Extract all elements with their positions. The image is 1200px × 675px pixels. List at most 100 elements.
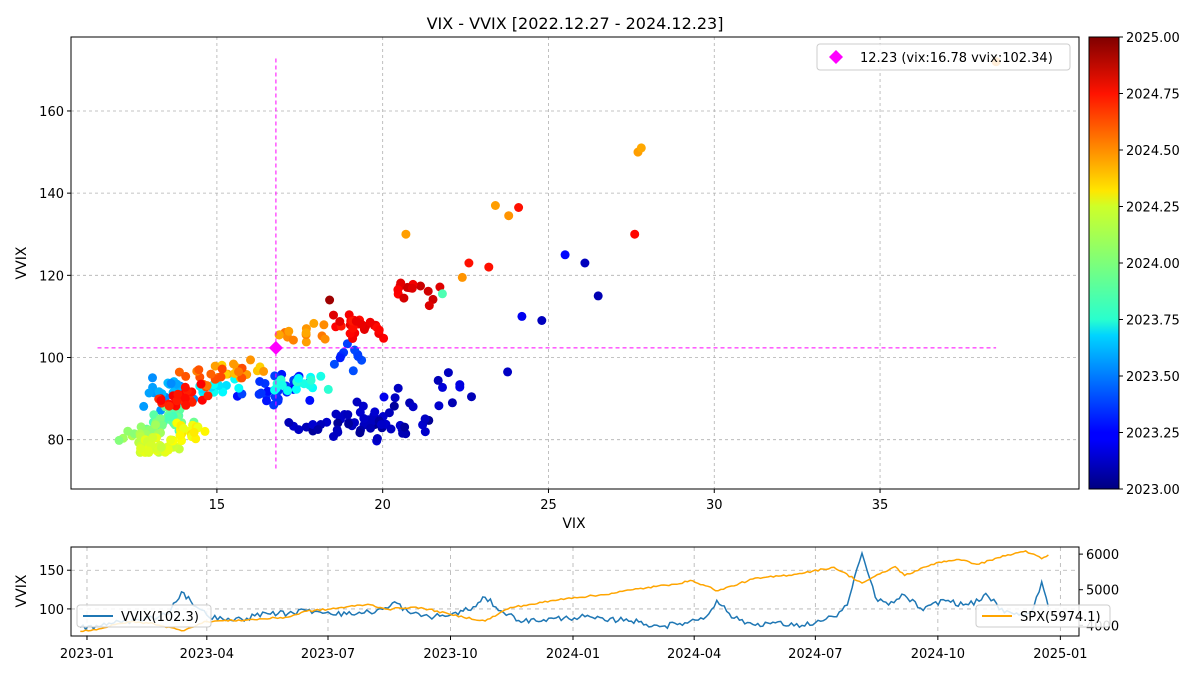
sub-x-axis-ticks: 2023-01 2023-04 2023-07 2023-10 2024-01 2024-… [60,636,1088,662]
scatter-point [181,400,191,410]
y-tick-label: 80 [47,434,64,449]
scatter-point [401,229,411,239]
x-axis-label: VIX [562,516,586,532]
scatter-point [408,402,418,412]
scatter-point [335,317,345,326]
scatter-point [139,401,149,411]
sub-x-tick-label: 2023-10 [423,647,477,662]
colorbar-tick-label: 2023.75 [1126,314,1180,329]
x-tick-label: 35 [872,498,889,513]
sub-series-lines [79,550,1050,633]
scatter-point [400,422,410,432]
scatter-point [365,317,375,327]
sub-x-tick-label: 2024-01 [546,647,600,662]
main-grid [71,37,1079,489]
scatter-point [114,435,124,445]
scatter-point [503,367,513,377]
scatter-point [144,388,154,398]
scatter-point [136,444,146,453]
vvix-legend-label: VVIX(102.3) [121,610,199,625]
scatter-point [316,371,326,381]
scatter-point [151,420,160,430]
scatter-point [277,380,287,390]
scatter-point [164,401,174,411]
x-tick-label: 30 [706,498,723,513]
colorbar-ticks: 2023.00 2023.25 2023.50 2023.75 2024.00 2024.… [1119,31,1180,498]
scatter-point [437,289,447,299]
sub-x-tick-label: 2023-04 [180,647,234,662]
scatter-point [148,433,158,442]
colorbar-tick-label: 2024.75 [1126,88,1180,103]
highlight-legend: 12.23 (vix:16.78 vvix:102.34) [816,43,1071,71]
scatter-point [165,412,174,422]
sub-y-tick-label: 100 [39,603,64,618]
scatter-point [246,355,255,365]
scatter-point [580,258,590,268]
scatter-point [206,369,216,379]
scatter-point [393,383,403,393]
scatter-point [348,366,358,376]
scatter-point [386,424,396,434]
scatter-point [537,316,547,325]
sub-x-tick-label: 2024-07 [788,647,842,662]
scatter-point [294,373,303,383]
scatter-point [331,409,341,419]
scatter-point [374,325,384,335]
sub-right-tick-label: 5000 [1086,584,1119,599]
scatter-point [229,359,238,369]
y-tick-label: 160 [39,105,64,120]
vvix-legend: VVIX(102.3) [76,604,212,628]
scatter-point [379,392,389,402]
spx-legend: SPX(5974.1) [975,604,1111,628]
scatter-point [355,428,365,438]
scatter-point [352,397,362,407]
y-tick-label: 100 [39,352,64,367]
scatter-point [393,285,403,295]
diamond-marker-icon [829,50,843,64]
colorbar-tick-label: 2024.25 [1126,201,1180,216]
scatter-point [172,396,182,406]
scatter-point [416,281,425,291]
scatter-point [254,389,264,399]
vvix-line [79,550,1050,631]
scatter-point [370,407,380,417]
scatter-point [319,320,329,330]
scatter-point [218,387,228,397]
x-tick-label: 20 [374,498,391,513]
scatter-point [234,367,243,377]
scatter-point [389,401,399,411]
scatter-point [329,310,338,320]
colorbar-tick-label: 2024.00 [1126,257,1180,272]
scatter-point [464,258,474,268]
x-tick-label: 25 [540,498,557,513]
scatter-point [284,418,294,427]
scatter-point [359,414,369,423]
scatter-point [384,408,394,418]
scatter-point [305,395,315,405]
scatter-point [217,364,227,374]
colorbar-tick-label: 2025.00 [1126,31,1180,46]
scatter-point [274,330,284,340]
sub-x-tick-label: 2023-07 [301,647,355,662]
scatter-point [166,435,176,445]
scatter-point [156,442,166,452]
scatter-point [593,291,603,301]
colorbar-tick-label: 2023.00 [1126,483,1180,498]
colorbar-gradient [1088,36,1120,490]
scatter-point [423,286,433,296]
chart-title: VIX - VVIX [2022.12.27 - 2024.12.23] [427,14,724,33]
scatter-point [179,424,189,433]
scatter-point [154,387,164,397]
y-tick-label: 120 [39,269,64,284]
scatter-point [320,334,330,344]
highlight-crosshair [97,55,997,469]
sub-y-tick-label: 150 [39,564,64,579]
scatter-point [313,425,323,434]
scatter-point [175,430,185,440]
scatter-point [447,398,457,408]
scatter-point [372,434,382,443]
legend-box [816,43,1071,71]
spx-line [80,550,1049,633]
colorbar-tick-label: 2023.50 [1126,370,1180,385]
